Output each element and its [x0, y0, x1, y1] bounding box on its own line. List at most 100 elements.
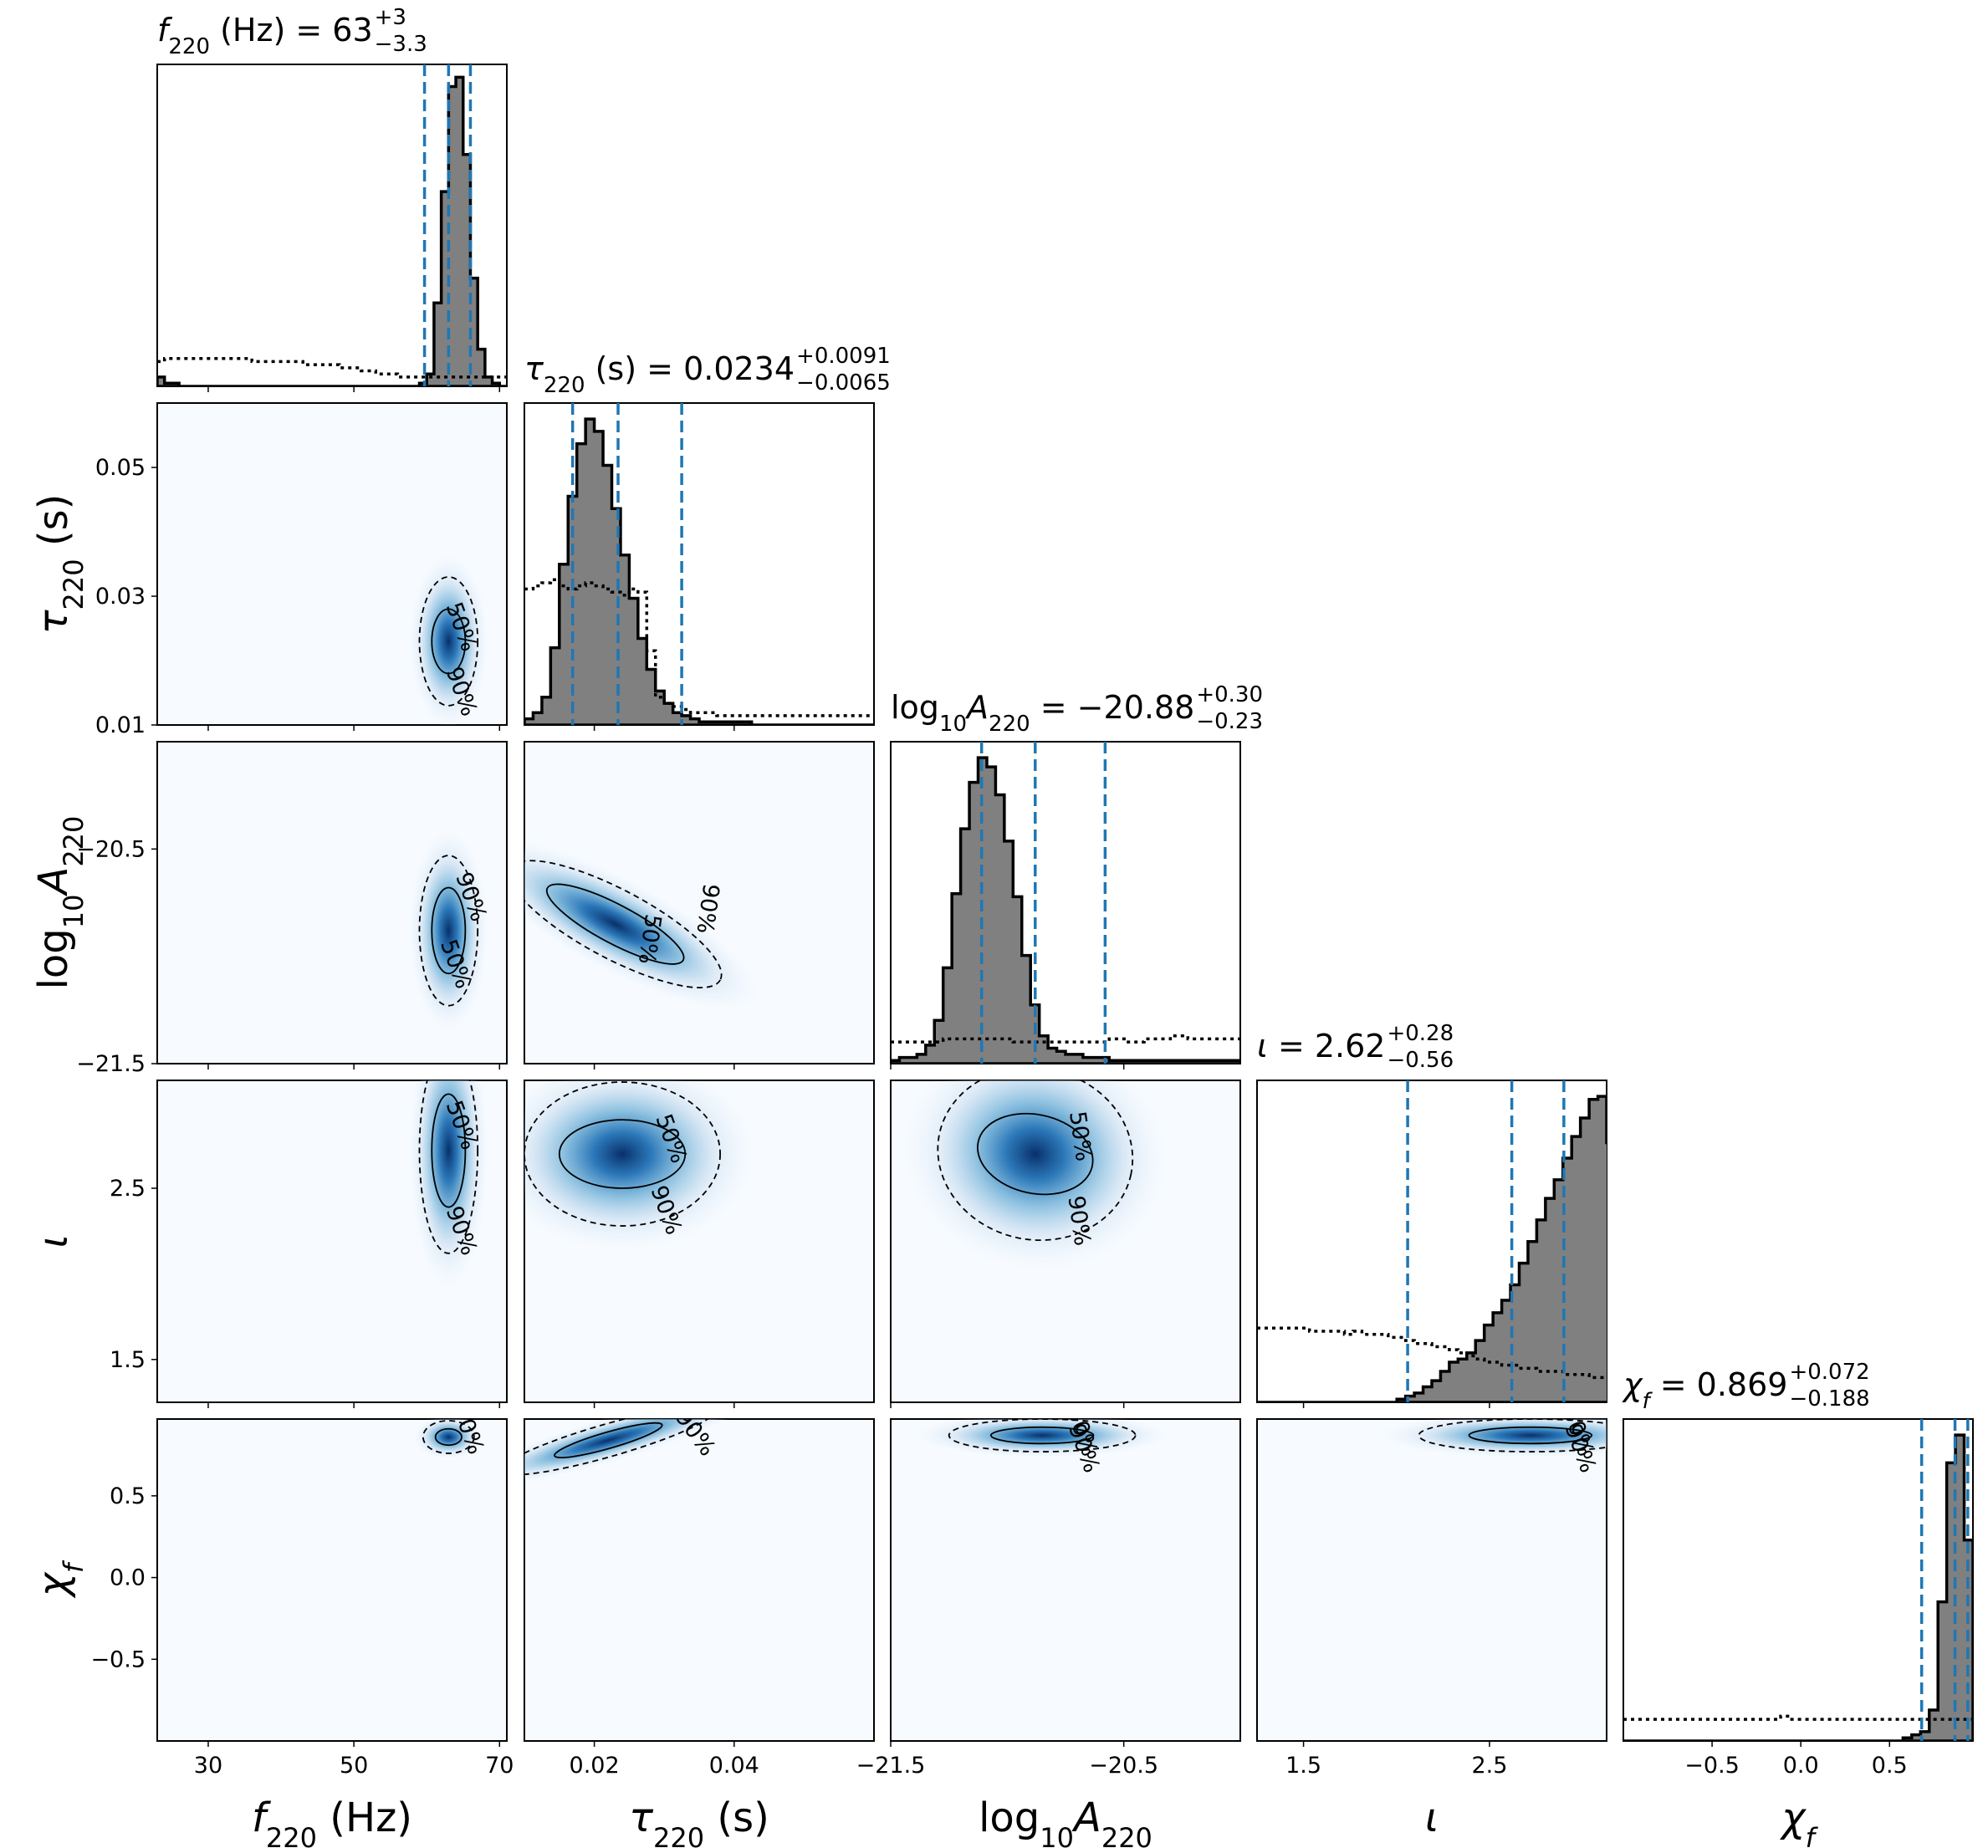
density-chi_f-vs-f220: 90%: [414, 1419, 488, 1459]
y-axis-label-part: 220: [58, 816, 89, 867]
prior-histogram: [524, 578, 874, 717]
x-tick-label: 0.02: [570, 1753, 620, 1779]
histogram-tau220: [524, 403, 874, 725]
title-part: (s) =: [585, 350, 684, 387]
prior-histogram: [157, 356, 507, 379]
title-plus: +3: [375, 5, 406, 30]
x-axis-label-part: A: [1071, 1794, 1101, 1841]
x-axis-label-log10A220: log10A220: [979, 1794, 1152, 1848]
histogram-chi_f: [1623, 1419, 1973, 1741]
histogram-iota: [1257, 1080, 1607, 1402]
contour-50: [434, 1427, 463, 1447]
density-blob: [524, 1419, 754, 1488]
y-axis-label-part: χ: [30, 1571, 77, 1599]
density-iota-vs-tau220: 50%90%: [524, 1080, 754, 1252]
posterior-histogram: [1623, 1433, 1973, 1741]
contour-90: [1418, 1419, 1607, 1452]
posterior-histogram: [524, 417, 874, 725]
x-tick-label: 0.0: [1783, 1753, 1819, 1779]
y-axis-label-log10A220: log10A220: [30, 816, 89, 990]
y-tick-label: 0.03: [95, 584, 146, 610]
contour-50: [554, 1422, 663, 1458]
y-tick-label: −21.5: [76, 1051, 146, 1077]
density-blob: [1379, 1419, 1607, 1457]
contour-50: [558, 1119, 687, 1189]
corner-plot-panels: 50%90%90%50%90%50%50%90%50%90%50%90%90% 9…: [30, 5, 1974, 1848]
x-axis-label-part: 220: [266, 1822, 317, 1848]
y-axis-label-iota: ι: [30, 1234, 77, 1248]
x-axis-label-part: f: [1806, 1822, 1819, 1848]
title-minus: −0.0065: [796, 370, 891, 396]
title-text: f220 (Hz) = 63: [157, 12, 373, 59]
x-axis-label-part: (Hz): [317, 1794, 412, 1841]
posterior-histogram: [891, 756, 1240, 1064]
y-tick-label: 0.0: [110, 1565, 146, 1591]
x-axis-label-f220: f220 (Hz): [252, 1794, 412, 1848]
prior-histogram: [891, 1034, 1240, 1044]
x-axis-label-chi_f: χf: [1779, 1794, 1818, 1848]
x-axis-label-part: τ: [629, 1794, 654, 1841]
density-blob: [524, 1080, 754, 1252]
density-blob: [409, 1080, 488, 1289]
contour-90: [422, 1420, 475, 1454]
x-tick-label: 70: [485, 1753, 514, 1779]
y-axis-label-part: 10: [58, 895, 89, 929]
contour-90: [524, 1419, 717, 1476]
x-tick-label: 0.04: [709, 1753, 759, 1779]
title-part: log: [891, 689, 939, 726]
title-part: (Hz) =: [210, 12, 332, 48]
density-iota-vs-f220: 50%90%: [409, 1080, 488, 1289]
title-part: A: [964, 689, 989, 726]
density-chi_f-vs-log10A220: 50%90%: [916, 1419, 1168, 1476]
y-tick-label: 1.5: [110, 1347, 146, 1373]
panel-title-chi_f: χf = 0.869 +0.072−0.188: [1622, 1360, 1870, 1414]
panel-chi_f-vs-log10A220: [890, 1418, 1241, 1742]
x-axis-label-part: 10: [1040, 1822, 1074, 1848]
histogram-f220: [157, 64, 507, 386]
contour-50: [431, 886, 467, 975]
contour-90: [524, 860, 723, 989]
title-part: χ: [1622, 1366, 1643, 1403]
y-tick-label: −0.5: [90, 1646, 146, 1672]
density-blob: [903, 1080, 1167, 1271]
panel-background: [157, 1419, 507, 1741]
y-tick-label: 0.05: [95, 455, 146, 481]
title-median: 0.869: [1697, 1366, 1788, 1403]
contour-50: [545, 883, 685, 965]
y-axis-label-part: τ: [30, 609, 77, 634]
y-tick-label: 2.5: [110, 1176, 146, 1202]
density-blob: [524, 838, 759, 1010]
y-axis-label-part: log: [30, 928, 77, 989]
panel-title-f220: f220 (Hz) = 63 +3−3.3: [157, 5, 427, 59]
prior-histogram: [1623, 1714, 1973, 1721]
panel-title-tau220: τ220 (s) = 0.0234 +0.0091−0.0065: [524, 344, 891, 398]
contour-90: [524, 1081, 721, 1227]
title-minus: −0.23: [1196, 709, 1263, 734]
title-text: ι = 2.62: [1257, 1028, 1385, 1064]
title-plus: +0.28: [1387, 1021, 1454, 1046]
title-part: τ: [524, 350, 544, 387]
title-minus: −3.3: [375, 32, 427, 57]
panel-frame: [156, 402, 508, 726]
contour-50: [1468, 1426, 1593, 1445]
contour-90: [937, 1080, 1134, 1242]
x-axis-label-part: ι: [1425, 1794, 1439, 1841]
contour-50: [431, 1093, 467, 1208]
y-axis-label-part: A: [30, 867, 77, 897]
contour-90: [948, 1419, 1137, 1452]
density-blob: [409, 554, 488, 725]
y-axis-label-chi_f: χf: [30, 1560, 89, 1599]
title-part: 220: [168, 34, 210, 59]
x-axis-label-part: 220: [1101, 1822, 1152, 1848]
density-tau220-vs-f220: 50%90%: [409, 554, 488, 725]
contour-50: [989, 1426, 1095, 1445]
x-axis-label-part: χ: [1779, 1794, 1807, 1841]
posterior-histogram: [157, 75, 507, 386]
density-blob: [916, 1419, 1168, 1457]
contour-90: [418, 855, 479, 1007]
density-iota-vs-log10A220: 50%90%: [903, 1080, 1167, 1271]
title-part: =: [1650, 1366, 1697, 1403]
histogram-log10A220: [891, 742, 1240, 1064]
y-axis-label-part: 220: [58, 559, 89, 610]
